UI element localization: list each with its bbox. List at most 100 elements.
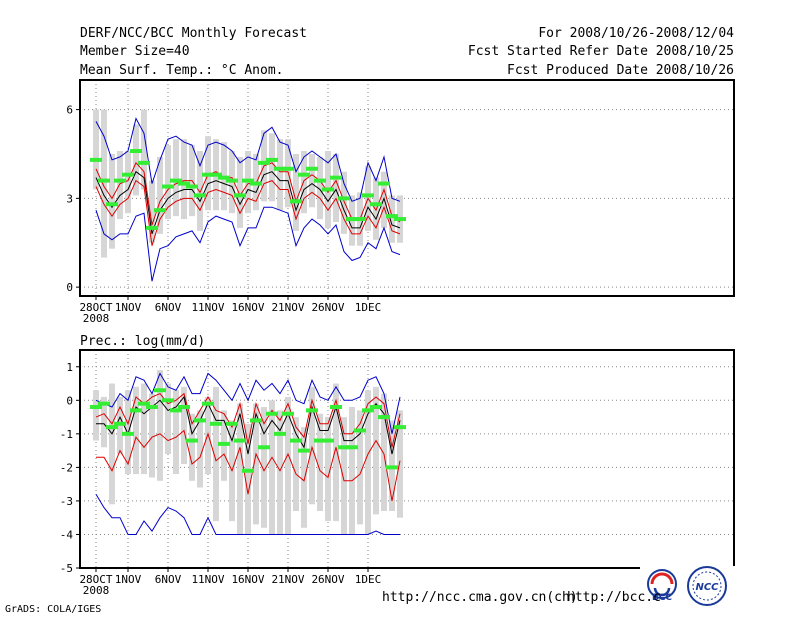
member-marker xyxy=(298,172,310,177)
member-marker xyxy=(186,438,198,443)
member-marker xyxy=(194,418,206,423)
member-marker xyxy=(266,411,278,416)
member-marker xyxy=(146,405,158,410)
member-marker xyxy=(122,172,134,177)
plot-frame xyxy=(79,349,735,569)
ensemble-box xyxy=(333,383,339,522)
member-marker xyxy=(90,405,102,410)
ensemble-box xyxy=(245,423,251,535)
variable-label-bottom: Prec.: log(mm/d) xyxy=(80,334,205,349)
member-marker xyxy=(362,408,374,413)
mean-line xyxy=(96,395,401,455)
ensemble-box xyxy=(277,139,283,211)
member-marker xyxy=(370,202,382,207)
ensemble-box xyxy=(157,370,163,481)
member-marker xyxy=(114,421,126,426)
bcc-logo-text: BCC xyxy=(652,593,672,603)
ensemble-box xyxy=(197,151,203,231)
ensemble-box xyxy=(389,195,395,243)
x-tick-label: 28OCT xyxy=(79,301,112,314)
ensemble-box xyxy=(341,171,347,234)
member-marker xyxy=(266,157,278,162)
member-marker xyxy=(330,175,342,180)
grads-credit: GrADS: COLA/IGES xyxy=(5,604,102,615)
ensemble-box xyxy=(237,156,243,228)
ensemble-box xyxy=(381,393,387,511)
y-tick-label: -5 xyxy=(60,562,73,575)
member-marker xyxy=(250,181,262,186)
member-marker xyxy=(250,418,262,423)
ensemble-box xyxy=(165,383,171,454)
min-line xyxy=(95,206,401,282)
member-marker xyxy=(146,225,158,230)
ensemble-box xyxy=(309,386,315,505)
ensemble-box xyxy=(133,386,139,475)
y-tick-label: 0 xyxy=(66,394,73,407)
ensemble-box xyxy=(133,124,139,196)
member-marker xyxy=(242,468,254,473)
ensemble-box xyxy=(181,386,187,465)
ensemble-box xyxy=(349,407,355,535)
member-marker xyxy=(346,445,358,450)
member-marker xyxy=(386,214,398,219)
member-marker xyxy=(218,175,230,180)
x-tick-label: 21NOV xyxy=(271,573,304,586)
member-marker xyxy=(362,193,374,198)
ensemble-box xyxy=(109,383,115,505)
member-marker xyxy=(234,438,246,443)
ensemble-box xyxy=(341,417,347,535)
member-marker xyxy=(298,448,310,453)
x-tick-label: 1NOV xyxy=(115,573,142,586)
ensemble-box xyxy=(165,145,171,220)
ensemble-box xyxy=(317,156,323,220)
forecast-produced-date: Fcst Produced Date 2008/10/26 xyxy=(507,63,734,78)
forecast-start-date: Fcst Started Refer Date 2008/10/25 xyxy=(467,44,734,59)
member-marker xyxy=(170,408,182,413)
member-size: Member Size=40 xyxy=(80,44,190,59)
plot-frame xyxy=(79,79,735,297)
y-tick-label: -3 xyxy=(60,495,73,508)
ensemble-box xyxy=(189,413,195,481)
y-tick-label: 1 xyxy=(66,361,73,374)
member-marker xyxy=(378,181,390,186)
ensemble-box xyxy=(141,383,147,475)
x-tick-label: 6NOV xyxy=(155,573,182,586)
member-marker xyxy=(378,415,390,420)
variable-label-top: Mean Surf. Temp.: °C Anom. xyxy=(80,63,284,78)
ensemble-box xyxy=(309,153,315,208)
member-marker xyxy=(98,401,110,406)
chart-title: DERF/NCC/BCC Monthly Forecast xyxy=(80,26,307,41)
mean-line xyxy=(95,170,401,235)
url-bcc-link[interactable]: http://bcc.c xyxy=(567,590,661,605)
member-marker xyxy=(386,465,398,470)
ncc-logo: NCC xyxy=(687,566,727,606)
ensemble-box xyxy=(301,151,307,214)
member-marker xyxy=(394,217,406,222)
member-marker xyxy=(154,388,166,393)
member-marker xyxy=(282,166,294,171)
ensemble-box xyxy=(301,427,307,528)
member-marker xyxy=(170,178,182,183)
member-marker xyxy=(178,405,190,410)
upper-spread-line xyxy=(95,161,401,226)
url-ch-link[interactable]: http://ncc.cma.gov.cn(ch) xyxy=(382,590,578,605)
forecast-period: For 2008/10/26-2008/12/04 xyxy=(538,26,734,41)
ensemble-box xyxy=(293,153,299,231)
ensemble-box xyxy=(93,109,99,190)
member-marker xyxy=(290,438,302,443)
member-marker xyxy=(314,438,326,443)
ensemble-box xyxy=(269,133,275,202)
upper-spread-line xyxy=(95,392,401,448)
x-tick-label: 1DEC xyxy=(355,573,382,586)
x-tick-year: 2008 xyxy=(83,312,110,325)
member-marker xyxy=(130,149,142,154)
x-tick-label: 6NOV xyxy=(155,301,182,314)
member-marker xyxy=(234,193,246,198)
ensemble-box xyxy=(101,396,107,448)
x-tick-label: 16NOV xyxy=(231,301,264,314)
ensemble-box xyxy=(317,413,323,511)
member-marker xyxy=(162,184,174,189)
member-marker xyxy=(138,160,150,165)
lower-spread-line xyxy=(96,429,401,501)
member-marker xyxy=(306,166,318,171)
